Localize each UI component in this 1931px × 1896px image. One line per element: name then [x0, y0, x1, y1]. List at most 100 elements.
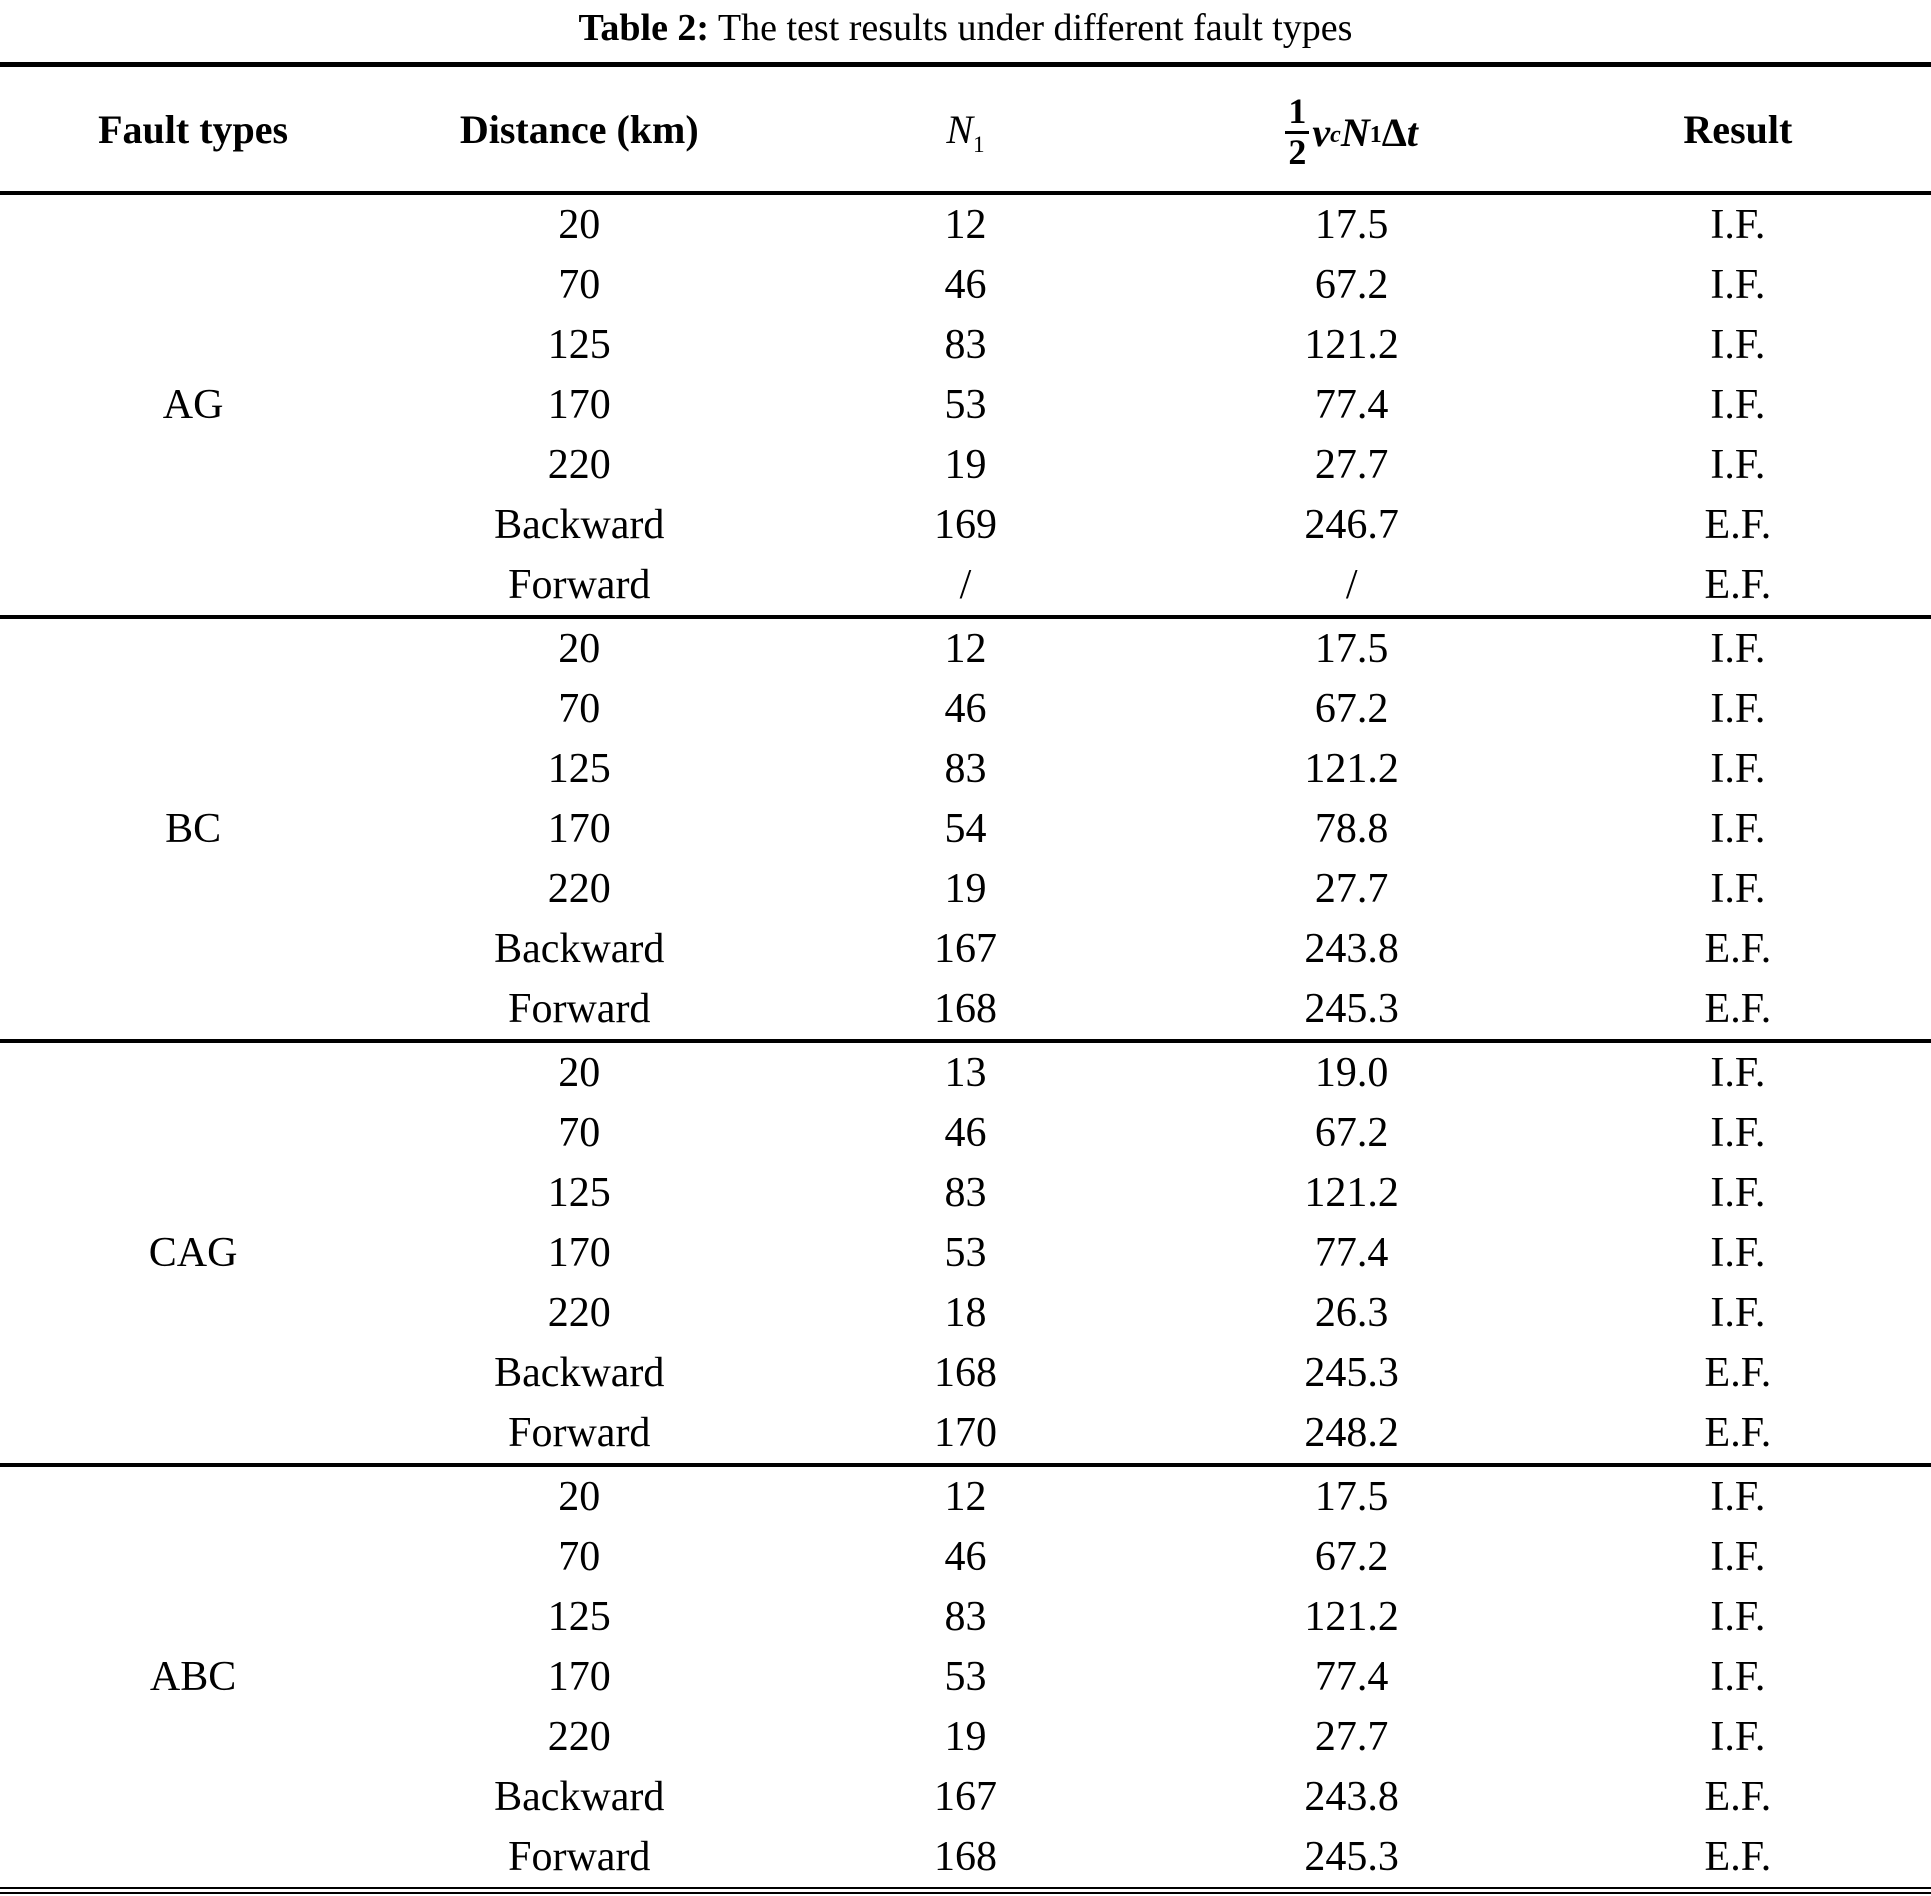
distance-cell: Backward — [494, 926, 665, 972]
distance-cell: 220 — [547, 442, 611, 488]
fault-group-abc: ABC 20 12 17.5 I.F. 70 46 67.2 I.F. 125 83 121.2 I.F… — [0, 1465, 1931, 1891]
result-cell: E.F. — [1704, 1834, 1772, 1880]
formula-value-cell: / — [1345, 562, 1358, 608]
result-cell: I.F. — [1710, 686, 1766, 732]
result-cell: E.F. — [1704, 1774, 1772, 1820]
col-header-n1: N1 — [772, 65, 1158, 194]
n1-cell: 19 — [944, 1714, 987, 1760]
fault-type-cell: CAG — [148, 1230, 238, 1276]
table-row: Backward 167 243.8 E.F. — [0, 919, 1931, 979]
n1-symbol: N — [946, 106, 974, 152]
formula-value-cell: 245.3 — [1304, 1350, 1399, 1396]
result-cell: E.F. — [1704, 1350, 1772, 1396]
formula-value-cell: 67.2 — [1314, 1534, 1389, 1580]
distance-cell: 170 — [547, 1230, 611, 1276]
formula-n: N — [1340, 110, 1370, 155]
table-row: 220 19 27.7 I.F. — [0, 859, 1931, 919]
result-cell: E.F. — [1704, 502, 1772, 548]
formula-value-cell: 77.4 — [1314, 1654, 1389, 1700]
distance-cell: 220 — [547, 1714, 611, 1760]
result-cell: E.F. — [1704, 986, 1772, 1032]
distance-cell: 20 — [558, 202, 601, 248]
distance-cell: 70 — [558, 1110, 601, 1156]
distance-cell: 170 — [547, 382, 611, 428]
distance-cell: Backward — [494, 502, 665, 548]
result-cell: I.F. — [1710, 1110, 1766, 1156]
n1-cell: 46 — [944, 262, 987, 308]
result-cell: I.F. — [1710, 626, 1766, 672]
table-row: 170 53 77.4 I.F. — [0, 1647, 1931, 1707]
result-cell: E.F. — [1704, 926, 1772, 972]
formula-value-cell: 26.3 — [1314, 1290, 1389, 1336]
formula-value-cell: 245.3 — [1304, 986, 1399, 1032]
formula-value-cell: 67.2 — [1314, 686, 1389, 732]
formula-value-cell: 78.8 — [1314, 806, 1389, 852]
table-row: Backward 169 246.7 E.F. — [0, 495, 1931, 555]
fault-group-bc: BC 20 12 17.5 I.F. 70 46 67.2 I.F. 125 83 121.2 I.F.… — [0, 617, 1931, 1041]
distance-cell: 170 — [547, 806, 611, 852]
n1-cell: 167 — [933, 1774, 997, 1820]
table-row: Forward 168 245.3 E.F. — [0, 1827, 1931, 1891]
n1-cell: 19 — [944, 442, 987, 488]
n1-cell: 46 — [944, 1110, 987, 1156]
result-cell: I.F. — [1710, 262, 1766, 308]
n1-cell: 46 — [944, 686, 987, 732]
formula-value-cell: 77.4 — [1314, 1230, 1389, 1276]
fault-type-cell: AG — [162, 382, 224, 428]
fault-group-ag: AG 20 12 17.5 I.F. 70 46 67.2 I.F. 125 83 121.2 I.F.… — [0, 193, 1931, 617]
distance-cell: 70 — [558, 686, 601, 732]
table-caption: Table 2: The test results under differen… — [0, 0, 1931, 62]
distance-cell: Backward — [494, 1350, 665, 1396]
n1-cell: 46 — [944, 1534, 987, 1580]
table-row: 220 19 27.7 I.F. — [0, 1707, 1931, 1767]
result-cell: I.F. — [1710, 1714, 1766, 1760]
formula-value-cell: 17.5 — [1314, 1474, 1389, 1520]
formula-value-cell: 17.5 — [1314, 202, 1389, 248]
result-cell: I.F. — [1710, 806, 1766, 852]
result-cell: I.F. — [1710, 442, 1766, 488]
n1-cell: 18 — [944, 1290, 987, 1336]
table-row: Backward 168 245.3 E.F. — [0, 1343, 1931, 1403]
fault-group-cag: CAG 20 13 19.0 I.F. 70 46 67.2 I.F. 125 83 121.2 I.F… — [0, 1041, 1931, 1465]
formula-v: v — [1312, 110, 1331, 155]
result-cell: I.F. — [1710, 1050, 1766, 1096]
n1-cell: 13 — [944, 1050, 987, 1096]
distance-cell: 70 — [558, 1534, 601, 1580]
formula-value-cell: 27.7 — [1314, 442, 1389, 488]
n1-cell: 12 — [944, 1474, 987, 1520]
formula-value-cell: 67.2 — [1314, 262, 1389, 308]
table-row: 220 19 27.7 I.F. — [0, 435, 1931, 495]
result-cell: E.F. — [1704, 562, 1772, 608]
distance-cell: 170 — [547, 1654, 611, 1700]
n1-cell: 168 — [933, 986, 997, 1032]
col-header-result: Result — [1683, 106, 1793, 152]
n1-cell: 83 — [944, 746, 987, 792]
table-row: AG 20 12 17.5 I.F. — [0, 193, 1931, 428]
n1-cell: 12 — [944, 202, 987, 248]
distance-cell: Forward — [508, 986, 651, 1032]
distance-cell: Forward — [508, 1834, 651, 1880]
distance-cell: 20 — [558, 1050, 601, 1096]
distance-cell: Forward — [508, 1410, 651, 1456]
n1-cell: 169 — [933, 502, 997, 548]
formula-value-cell: 243.8 — [1304, 926, 1399, 972]
result-cell: I.F. — [1710, 1654, 1766, 1700]
table-row: 220 18 26.3 I.F. — [0, 1283, 1931, 1343]
col-header-distance: Distance (km) — [459, 106, 699, 152]
formula-value-cell: 246.7 — [1304, 502, 1399, 548]
n1-subscript: 1 — [973, 131, 985, 158]
n1-cell: 83 — [944, 1170, 987, 1216]
formula-value-cell: 67.2 — [1314, 1110, 1389, 1156]
table-row: 170 53 77.4 I.F. — [0, 375, 1931, 435]
formula-t: t — [1406, 110, 1418, 155]
result-cell: I.F. — [1710, 202, 1766, 248]
result-cell: I.F. — [1710, 1230, 1766, 1276]
table-row: 125 83 121.2 I.F. — [0, 315, 1931, 375]
formula-value-cell: 77.4 — [1314, 382, 1389, 428]
table-row: Forward 168 245.3 E.F. — [0, 979, 1931, 1041]
distance-cell: 20 — [558, 626, 601, 672]
distance-cell: 125 — [547, 1170, 611, 1216]
